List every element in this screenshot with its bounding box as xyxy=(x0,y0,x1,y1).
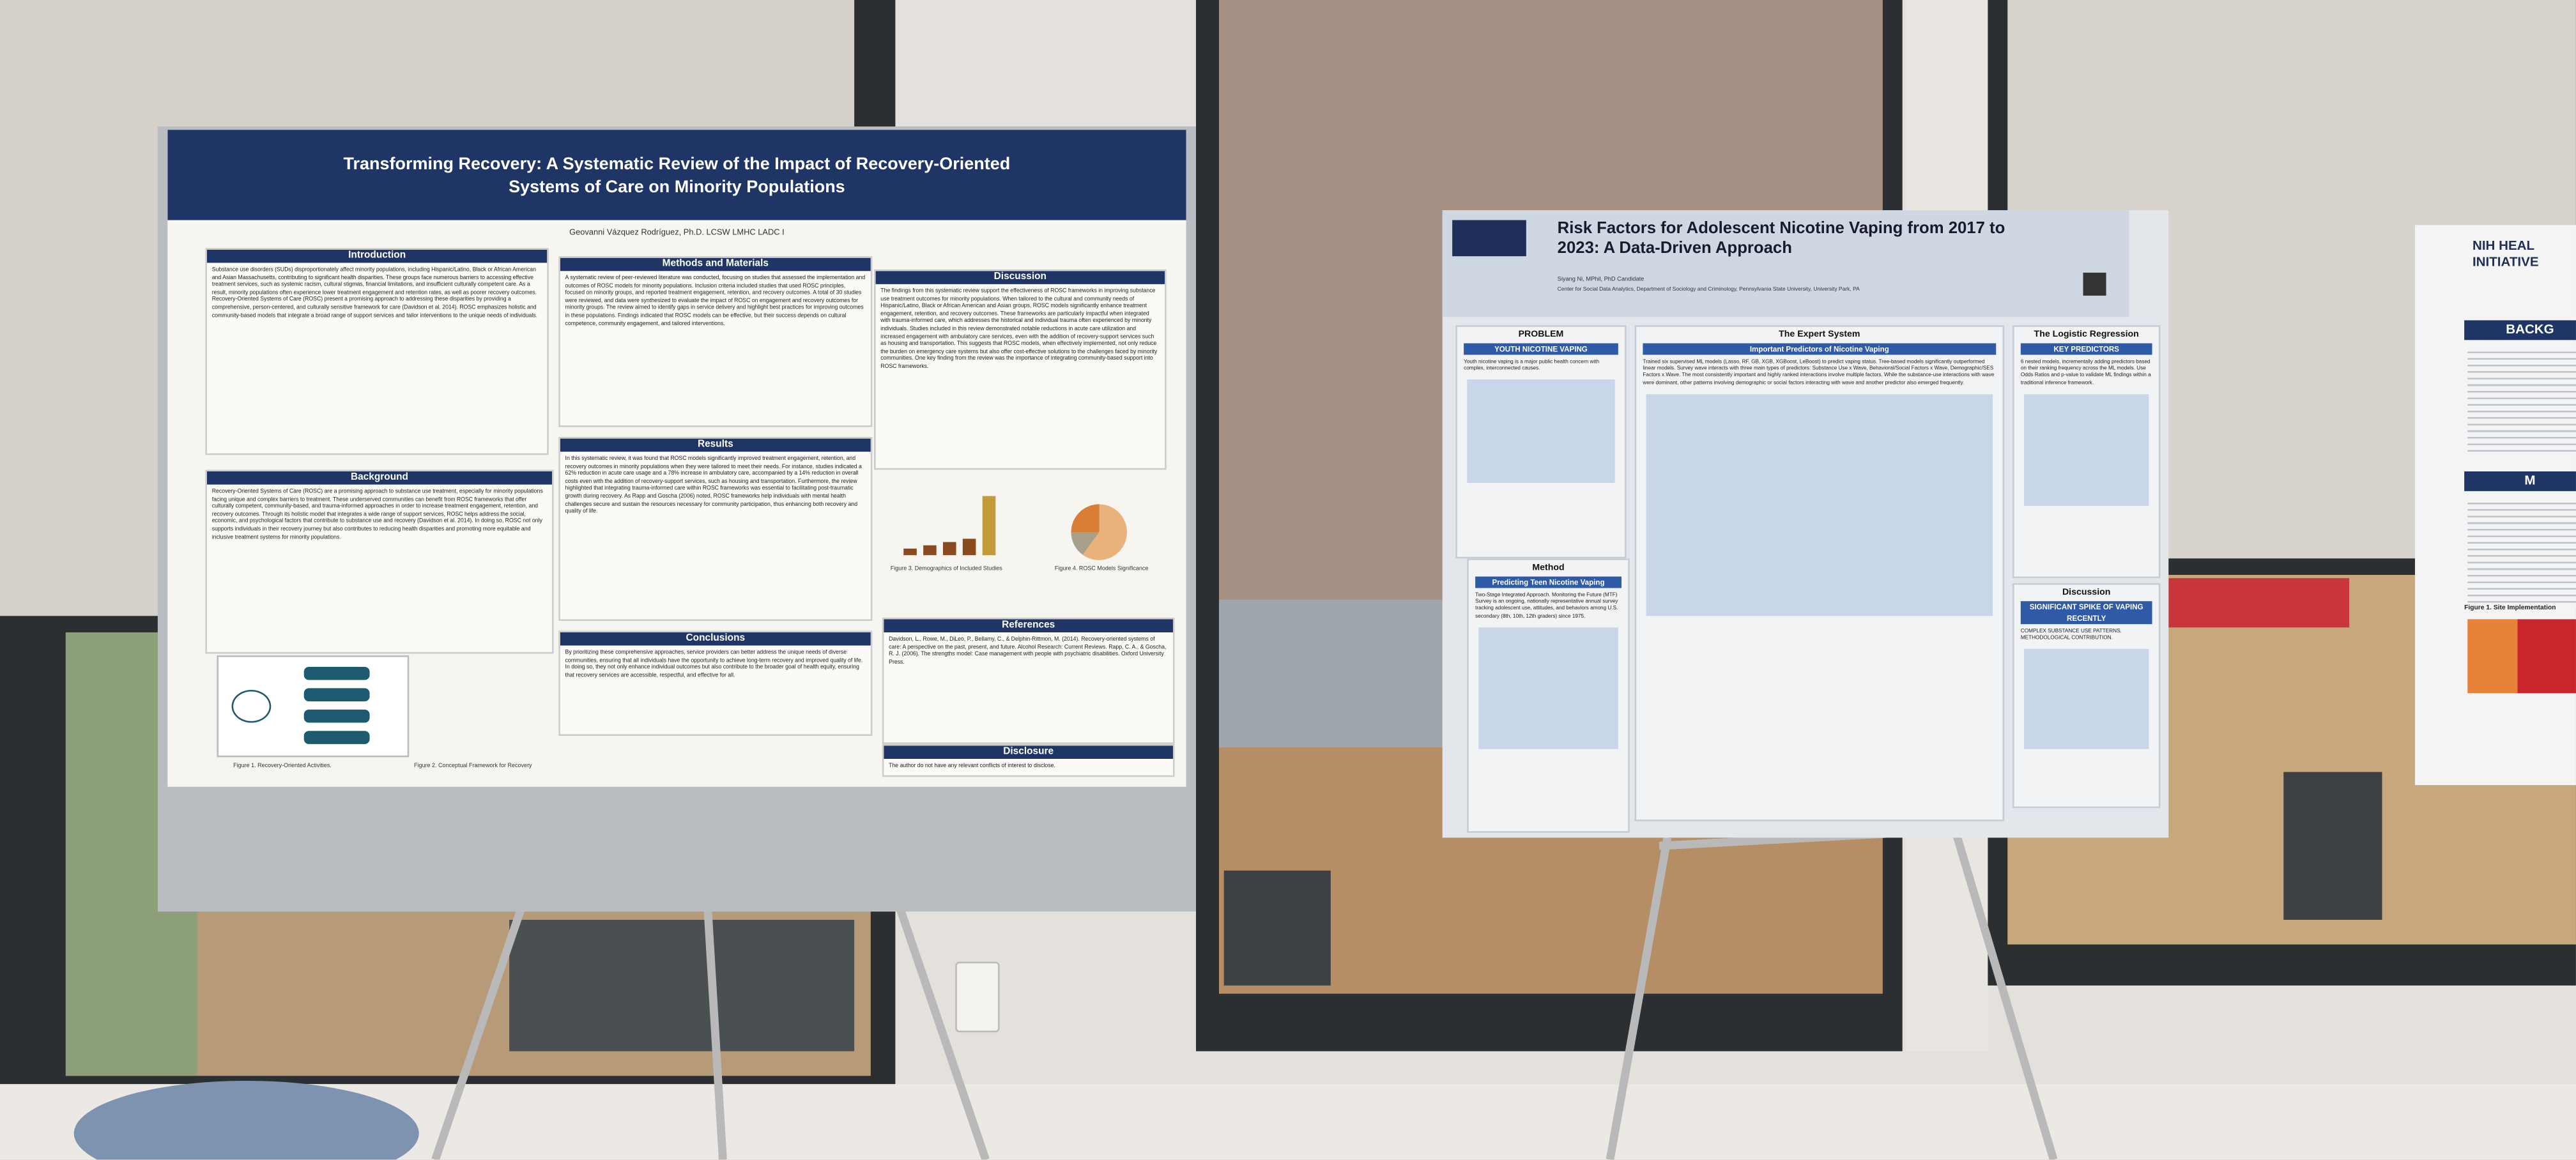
section-subheading: YOUTH NICOTINE VAPING xyxy=(1464,343,1618,355)
graphic xyxy=(2023,393,2149,507)
building-window xyxy=(509,919,855,1051)
logo: NIH HEAL INITIATIVE xyxy=(2472,238,2539,270)
figure-bar xyxy=(942,542,956,556)
figure xyxy=(1071,504,1127,560)
poster-middle: Risk Factors for Adolescent Nicotine Vap… xyxy=(1442,210,2169,838)
section-text: Trained six supervised ML models (Lasso,… xyxy=(1643,358,1995,386)
figure-caption: Figure 4. ROSC Models Significance xyxy=(1054,565,1149,572)
graphic xyxy=(1467,380,1615,484)
section-text: Youth nicotine vaping is a major public … xyxy=(1464,358,1600,372)
section-heading: BACKG xyxy=(2464,320,2576,340)
section: PROBLEM YOUTH NICOTINE VAPING Youth nicoti… xyxy=(1455,325,1627,559)
author: Geovanni Vázquez Rodríguez, Ph.D. LCSW L… xyxy=(569,228,785,238)
figure-bar xyxy=(982,496,996,556)
figure-bar xyxy=(923,545,937,556)
section-heading: Background xyxy=(206,471,552,485)
section: The Logistic Regression KEY PREDICTORS 6 n… xyxy=(2012,325,2161,579)
figure xyxy=(217,655,410,758)
stool xyxy=(73,1081,419,1160)
header: Risk Factors for Adolescent Nicotine Vap… xyxy=(1442,210,2129,317)
roof xyxy=(1218,599,1466,747)
section-text: The findings from this systematic review… xyxy=(880,287,1158,370)
figure-block xyxy=(303,709,370,723)
graphic xyxy=(1646,393,1993,616)
section-heading: Discussion xyxy=(875,271,1165,284)
section-heading: The Logistic Regression xyxy=(2034,330,2139,340)
section: Introduction Substance use disorders (SUD… xyxy=(205,248,549,455)
figure-caption: Figure 1. Recovery-Oriented Activities. xyxy=(233,762,332,769)
section-text: Davidson, L., Rowe, M., DiLeo, P., Bella… xyxy=(889,636,1167,665)
section: Methods and Materials A systematic review… xyxy=(558,256,873,427)
section-heading: The Expert System xyxy=(1779,330,1860,340)
poster-right: NIH HEAL INITIATIVE BACKG M Figure 1. Site … xyxy=(2414,225,2576,786)
section-subheading: Predicting Teen Nicotine Vaping xyxy=(1475,576,1621,588)
section-heading: M xyxy=(2464,471,2576,491)
figure xyxy=(2467,619,2576,694)
section-text: COMPLEX SUBSTANCE USE PATTERNS. METHODOL… xyxy=(2020,627,2122,641)
graphic xyxy=(1478,627,1618,749)
section: Discussion SIGNIFICANT SPIKE OF VAPING RE… xyxy=(2012,583,2161,809)
section: Method Predicting Teen Nicotine Vaping Two… xyxy=(1467,558,1630,833)
sill xyxy=(0,1084,2576,1160)
logo xyxy=(1452,220,1526,257)
section: Background Recovery-Oriented Systems of C… xyxy=(205,469,554,654)
section-text: Two-Stage Integrated Approach. Monitorin… xyxy=(1475,591,1618,619)
section-text: 6 nested models, incrementally adding pr… xyxy=(2020,358,2151,386)
red-building xyxy=(2168,578,2350,628)
figure-caption: Figure 2. Conceptual Framework for Recov… xyxy=(413,762,532,769)
figure-bar xyxy=(962,538,976,556)
section: Discussion The findings from this systema… xyxy=(873,269,1167,470)
poster-left: Transforming Recovery: A Systematic Revi… xyxy=(157,126,1196,912)
section: Results In this systematic review, it was… xyxy=(558,436,873,621)
section-subheading: SIGNIFICANT SPIKE OF VAPING RECENTLY xyxy=(2020,601,2152,625)
section-text: Recovery-Oriented Systems of Care (ROSC)… xyxy=(211,487,543,540)
section-heading: Results xyxy=(560,438,871,452)
section-heading: Disclosure xyxy=(884,745,1173,759)
section-subheading: KEY PREDICTORS xyxy=(2020,343,2152,355)
section-heading: Method xyxy=(1532,563,1565,574)
section-text: A systematic review of peer-reviewed lit… xyxy=(565,274,866,326)
building-window xyxy=(2283,772,2382,920)
section-text: Substance use disorders (SUDs) dispropor… xyxy=(211,266,538,318)
figure-block xyxy=(303,688,370,701)
section-heading: Discussion xyxy=(2062,588,2111,598)
section-text: The author do not have any relevant conf… xyxy=(889,762,1055,769)
section-text: In this systematic review, it was found … xyxy=(565,455,862,515)
poster-paper: Transforming Recovery: A Systematic Revi… xyxy=(167,130,1186,787)
figure-caption: Figure 3. Demographics of Included Studi… xyxy=(890,565,1002,572)
section: Disclosure The author do not have any rel… xyxy=(882,744,1175,777)
section-heading: References xyxy=(884,619,1173,632)
author: Siyang Ni, MPhil, PhD Candidate xyxy=(1557,275,1644,283)
section-heading: Methods and Materials xyxy=(560,257,871,271)
title: Risk Factors for Adolescent Nicotine Vap… xyxy=(1557,220,2005,258)
title-banner: Transforming Recovery: A Systematic Revi… xyxy=(167,130,1186,220)
section-heading: PROBLEM xyxy=(1518,330,1564,340)
figure-caption: Figure 1. Site Implementation xyxy=(2464,602,2556,611)
title: Transforming Recovery: A Systematic Revi… xyxy=(343,154,1011,197)
graphic xyxy=(2023,649,2149,749)
section-heading: Conclusions xyxy=(560,632,871,646)
section: Conclusions By prioritizing these compreh… xyxy=(558,630,873,736)
figure-block xyxy=(303,666,370,680)
section-body xyxy=(2467,346,2576,454)
section: References Davidson, L., Rowe, M., DiLeo,… xyxy=(882,617,1175,744)
building-window xyxy=(1223,870,1331,986)
outlet xyxy=(955,961,1000,1033)
section: The Expert System Important Predictors of… xyxy=(1634,325,2005,821)
section-body xyxy=(2467,498,2576,605)
section-text: By prioritizing these comprehensive appr… xyxy=(565,648,863,678)
figure-bar xyxy=(903,548,917,556)
figure xyxy=(891,483,1022,557)
affiliation: Center for Social Data Analytics, Depart… xyxy=(1557,286,1860,293)
figure-circle xyxy=(231,689,272,723)
qr-code xyxy=(2083,272,2106,296)
section-subheading: Important Predictors of Nicotine Vaping xyxy=(1643,343,1997,355)
section-heading: Introduction xyxy=(206,249,548,263)
figure-block xyxy=(303,731,370,744)
